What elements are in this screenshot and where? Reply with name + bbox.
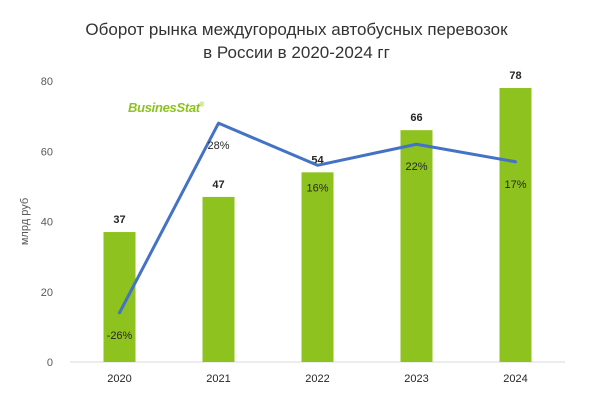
chart-title-line-2: в России в 2020-2024 гг <box>203 43 390 62</box>
bar-value-label: 66 <box>410 112 422 124</box>
growth-point-label: 17% <box>504 179 526 191</box>
x-tick-label: 2023 <box>404 373 428 385</box>
x-tick-label: 2020 <box>107 373 131 385</box>
logo-registered-mark: ® <box>199 102 204 109</box>
bar <box>103 232 136 362</box>
chart-title-line-1: Оборот рынка междугородных автобусных пе… <box>85 20 508 39</box>
bar <box>400 130 433 362</box>
growth-point-label: 22% <box>405 161 427 173</box>
y-tick-label: 0 <box>47 357 53 369</box>
bar <box>499 88 532 363</box>
growth-point-label: 16% <box>306 182 328 194</box>
x-tick-label: 2021 <box>206 373 230 385</box>
businesstat-logo: BusinesStat® <box>128 100 204 115</box>
growth-point-label: -26% <box>107 330 133 342</box>
growth-line <box>118 121 517 315</box>
x-tick-label: 2022 <box>305 373 329 385</box>
y-tick-label: 60 <box>41 146 53 158</box>
growth-point-label: 28% <box>207 140 229 152</box>
bar-value-label: 78 <box>509 70 521 82</box>
y-tick-label: 20 <box>41 287 53 299</box>
y-axis-label: млрд руб <box>19 198 31 245</box>
x-tick-label: 2024 <box>503 373 527 385</box>
bar <box>202 196 235 362</box>
bar-value-label: 47 <box>212 179 224 191</box>
bar-value-label: 37 <box>113 214 125 226</box>
logo-text: BusinesStat <box>128 100 200 115</box>
y-tick-label: 80 <box>41 76 53 88</box>
bar <box>301 172 334 362</box>
chart-title: Оборот рынка междугородных автобусных пе… <box>0 18 593 64</box>
y-tick-label: 40 <box>41 217 53 229</box>
